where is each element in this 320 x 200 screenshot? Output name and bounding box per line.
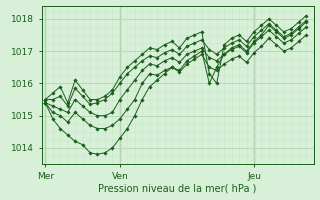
X-axis label: Pression niveau de la mer( hPa ): Pression niveau de la mer( hPa ) [99, 183, 257, 193]
